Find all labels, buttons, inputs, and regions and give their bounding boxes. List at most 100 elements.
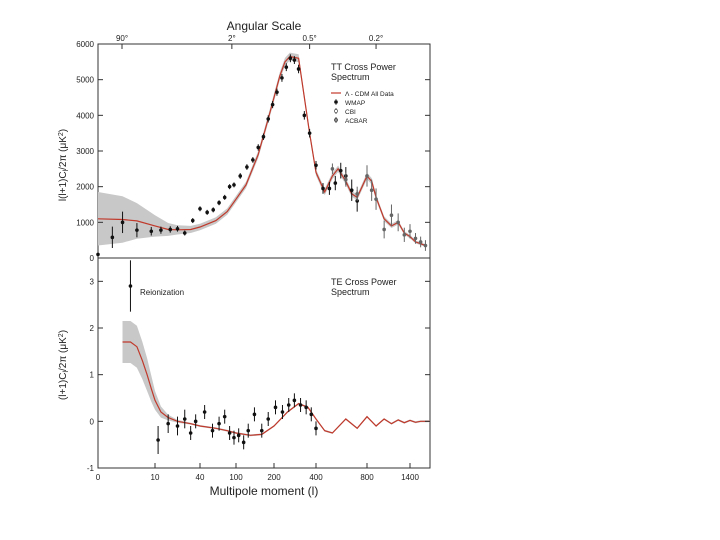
wmap-tt-point	[149, 229, 154, 234]
te-x-axis-ticks: 0 10 40 100 200 400 800 1400	[96, 463, 419, 482]
wmap-te-point	[227, 431, 232, 435]
wmap-te-point	[128, 284, 133, 288]
x-tick-label: 10	[151, 473, 160, 482]
wmap-te-point	[266, 417, 271, 421]
te-model-line	[122, 341, 430, 436]
wmap-tt-point	[284, 65, 289, 69]
wmap-tt-point	[321, 186, 325, 191]
model-uncertainty-band	[98, 52, 426, 247]
tt-data-points	[96, 54, 428, 257]
wmap-tt-point	[338, 168, 343, 173]
wmap-te-point	[175, 424, 180, 428]
wmap-tt-point	[96, 252, 100, 257]
wmap-tt-point	[238, 174, 243, 178]
tt-title-line-1: TT Cross Power	[331, 62, 396, 72]
wmap-te-point	[217, 421, 221, 426]
te-y-tick-label: 3	[90, 277, 95, 286]
wmap-tt-point	[175, 226, 180, 231]
legend-point-swatch	[334, 118, 338, 122]
wmap-te-point	[292, 398, 297, 403]
top-tick-label: 90°	[116, 34, 128, 43]
te-y-tick-label: 2	[90, 324, 95, 333]
wmap-te-point	[298, 403, 303, 407]
cbi-acbar-tt-point	[418, 240, 423, 244]
tt-y-tick-label: 2000	[76, 183, 94, 192]
wmap-te-point	[273, 405, 278, 410]
legend-entry-label: ACBAR	[345, 118, 368, 125]
wmap-tt-point	[168, 227, 173, 232]
wmap-tt-point	[120, 220, 125, 225]
cbi-acbar-tt-point	[408, 229, 412, 234]
te-y-axis-label: (l+1)Cl/2π (μK2)	[58, 330, 70, 400]
x-tick-label: 40	[196, 473, 205, 482]
tt-y-tick-label: 1000	[76, 218, 94, 227]
wmap-tt-point	[314, 163, 318, 168]
wmap-tt-point	[302, 113, 307, 118]
wmap-te-point	[202, 410, 207, 414]
cbi-acbar-tt-point	[344, 177, 348, 182]
wmap-te-point	[286, 403, 291, 407]
tt-y-tick-label: 6000	[76, 40, 94, 49]
wmap-te-point	[246, 428, 251, 433]
top-tick-label: 0.5°	[302, 34, 316, 43]
wmap-tt-point	[270, 102, 275, 107]
top-tick-label: 0.2°	[369, 34, 383, 43]
tt-y-axis-ticks: 0 1000 2000 3000 4000 5000 6000	[76, 40, 430, 263]
wmap-tt-point	[333, 181, 338, 185]
cbi-acbar-tt-point	[374, 197, 378, 201]
wmap-tt-point	[292, 58, 297, 62]
tt-y-axis-label: l(l+1)Cl/2π (μK2)	[58, 129, 70, 201]
te-panel-frame	[97, 257, 431, 469]
wmap-tt-point	[159, 228, 163, 232]
wmap-te-point	[259, 428, 264, 433]
te-y-tick-label: -1	[87, 464, 95, 473]
x-tick-label: 100	[229, 473, 243, 482]
wmap-te-point	[193, 419, 198, 424]
wmap-te-point	[236, 433, 241, 438]
wmap-tt-point	[261, 134, 266, 139]
te-y-tick-label: 1	[90, 371, 95, 380]
wmap-tt-point	[217, 200, 221, 205]
top-axis-ticks: 90° 2° 0.5° 0.2°	[116, 34, 383, 49]
wmap-te-point	[210, 428, 215, 433]
tt-model-line	[97, 55, 426, 247]
te-title-line-2: Spectrum	[331, 287, 370, 297]
wmap-tt-point	[266, 117, 271, 121]
te-title-line-1: TE Cross Power	[331, 277, 397, 287]
wmap-tt-point	[198, 206, 202, 211]
tt-model-band	[98, 52, 426, 247]
legend-point-swatch	[334, 109, 338, 113]
te-data-points	[128, 260, 318, 454]
cbi-acbar-tt-point	[402, 233, 407, 237]
te-lcdm-curve	[122, 341, 430, 436]
tt-y-tick-label: 4000	[76, 111, 94, 120]
wmap-te-point	[241, 440, 246, 445]
x-tick-label: 1400	[401, 473, 419, 482]
x-axis-label: Multipole moment (l)	[210, 484, 319, 498]
te-y-tick-label: 0	[90, 417, 95, 426]
wmap-te-point	[304, 405, 308, 410]
cbi-acbar-tt-point	[396, 220, 400, 225]
wmap-te-point	[188, 431, 193, 435]
wmap-tt-point	[280, 76, 284, 80]
tt-lcdm-curve	[97, 55, 426, 247]
cbi-acbar-tt-point	[413, 236, 418, 241]
wmap-tt-point	[307, 131, 312, 135]
cbi-acbar-tt-point	[382, 227, 386, 232]
cbi-acbar-tt-point	[355, 192, 359, 196]
tt-y-tick-label: 3000	[76, 147, 94, 156]
wmap-tt-point	[245, 165, 249, 169]
wmap-tt-point	[288, 56, 293, 61]
legend-entry-label: Λ - CDM All Data	[345, 91, 394, 98]
wmap-te-point	[222, 414, 227, 419]
tt-title-line-2: Spectrum	[331, 72, 370, 82]
wmap-tt-point	[275, 90, 279, 94]
wmap-te-point	[252, 412, 257, 417]
cbi-acbar-tt-point	[365, 174, 369, 178]
legend-point-swatch	[334, 100, 338, 104]
wmap-te-point	[166, 421, 170, 426]
wmap-tt-point	[110, 235, 115, 240]
wmap-tt-point	[227, 184, 232, 189]
legend-entry-label: CBI	[345, 109, 356, 116]
